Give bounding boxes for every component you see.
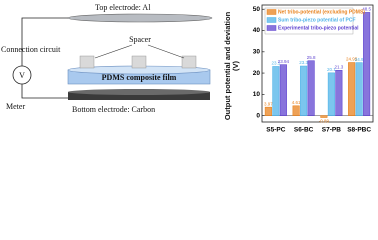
legend-label: Sum tribo-piezo potential of PCF xyxy=(278,17,356,23)
value-label: 23.1 xyxy=(271,61,280,66)
bar xyxy=(327,72,335,116)
legend-swatch xyxy=(266,9,277,15)
spacer-block xyxy=(181,55,197,69)
bar xyxy=(348,62,356,116)
value-label: 20.1 xyxy=(327,67,336,72)
legend-label: Net tribo-potential (excluding PDMS) xyxy=(278,9,365,15)
meter-symbol: V xyxy=(19,71,25,80)
x-tick-label: S6-BC xyxy=(294,127,314,134)
value-label: 4.61 xyxy=(292,100,301,105)
value-label: 23.3 xyxy=(299,60,308,65)
chart: 0 10 20 30 40 50 S5-PC 3.97 23.123.94 S6-BC 4.61 23… xyxy=(253,4,374,134)
x-tick-label: S8-PBC xyxy=(347,127,371,134)
y-axis-label: Output potential and deviation (V) xyxy=(223,11,240,121)
meter-circle xyxy=(12,65,32,85)
y-tick-label: 20 xyxy=(253,70,261,77)
value-label: -0.89 xyxy=(319,119,330,124)
bar xyxy=(320,115,328,118)
bar xyxy=(335,70,343,116)
y-tick-label: 30 xyxy=(253,49,261,56)
legend-label: Experimental tribo-piezo potential xyxy=(278,25,359,31)
meter-label: Meter xyxy=(6,102,25,111)
x-tick-label: S5-PC xyxy=(266,127,285,134)
film-label: PDMS composite film xyxy=(102,73,177,82)
value-label: 21.3 xyxy=(334,64,343,69)
top-electrode-label: Top electrode: Al xyxy=(95,3,151,12)
wire xyxy=(21,17,68,66)
bottom-electrode-top xyxy=(68,89,210,95)
top-electrode-plate xyxy=(67,13,213,23)
legend-swatch xyxy=(266,25,277,31)
pointer xyxy=(147,44,185,59)
bar xyxy=(264,106,272,116)
value-label: 3.97 xyxy=(264,101,273,106)
page: V Top electrode: Al Connection circuit S… xyxy=(1,2,374,134)
spacer-block xyxy=(131,55,147,69)
bottom-electrode-label: Bottom electrode: Carbon xyxy=(72,105,155,114)
bar xyxy=(300,65,308,116)
bar xyxy=(307,60,315,116)
value-label: 48.5 xyxy=(362,7,371,12)
plot-frame xyxy=(261,4,374,123)
wire xyxy=(21,84,68,99)
legend-swatch xyxy=(266,17,277,23)
bar xyxy=(279,64,287,116)
bar xyxy=(292,105,300,116)
spacer-label: Spacer xyxy=(129,35,151,44)
figure: V Top electrode: Al Connection circuit S… xyxy=(1,3,374,134)
bottom-electrode-plate xyxy=(68,92,210,100)
value-label: 25.8 xyxy=(307,55,316,60)
value-label: 24.9 xyxy=(355,57,364,62)
spacer-block xyxy=(79,55,95,69)
x-tick-label: S7-PB xyxy=(322,127,341,134)
y-tick-label: 0 xyxy=(256,112,260,119)
y-tick-label: 50 xyxy=(253,6,261,13)
bar xyxy=(272,66,280,116)
y-tick-label: 40 xyxy=(253,27,261,34)
bar xyxy=(355,62,363,116)
value-label: 24.95 xyxy=(346,57,358,62)
connection-label: Connection circuit xyxy=(1,45,61,54)
bar xyxy=(363,12,371,116)
pointer xyxy=(94,44,133,59)
value-label: 23.94 xyxy=(278,59,290,64)
y-tick-label: 10 xyxy=(253,91,261,98)
legend-box xyxy=(264,7,354,35)
device-diagram: V Top electrode: Al Connection circuit S… xyxy=(1,3,213,114)
